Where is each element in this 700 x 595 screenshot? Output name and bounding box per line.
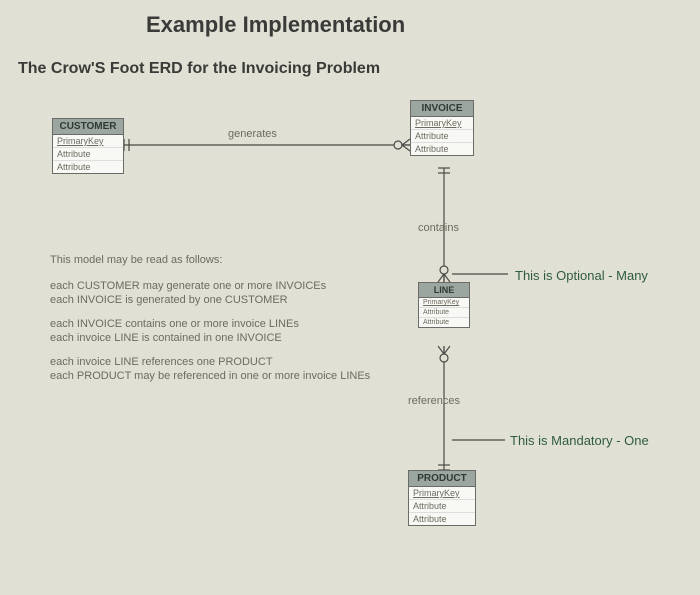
annotation-optional-many: This is Optional - Many [515,268,648,283]
entity-customer: CUSTOMER PrimaryKeyAttributeAttribute [52,118,124,174]
entity-invoice-row: Attribute [411,130,473,143]
description-line: each invoice LINE references one PRODUCT [50,356,370,368]
rel-references-label: references [408,395,460,407]
entity-invoice: INVOICE PrimaryKeyAttributeAttribute [410,100,474,156]
description-line: each CUSTOMER may generate one or more I… [50,280,370,292]
entity-customer-row: PrimaryKey [53,135,123,148]
entity-line-body: PrimaryKeyAttributeAttribute [419,298,469,327]
entity-invoice-row: Attribute [411,143,473,155]
entity-line: LINE PrimaryKeyAttributeAttribute [418,282,470,328]
description-intro: This model may be read as follows: [50,254,370,266]
entity-invoice-header: INVOICE [411,101,473,117]
description-line: each PRODUCT may be referenced in one or… [50,370,370,382]
annotation-mandatory-one: This is Mandatory - One [510,433,649,448]
entity-product-row: Attribute [409,500,475,513]
description-line: each INVOICE is generated by one CUSTOME… [50,294,370,306]
description-block: This model may be read as follows: each C… [50,254,370,394]
rel-contains-label: contains [418,222,459,234]
entity-product-row: PrimaryKey [409,487,475,500]
page-subtitle: The Crow'S Foot ERD for the Invoicing Pr… [18,60,380,78]
erd-diagram-canvas: Example Implementation The Crow'S Foot E… [0,0,700,595]
page-title: Example Implementation [146,12,405,38]
entity-product-header: PRODUCT [409,471,475,487]
entity-line-row: Attribute [419,308,469,318]
description-line: each INVOICE contains one or more invoic… [50,318,370,330]
entity-line-row: PrimaryKey [419,298,469,308]
entity-invoice-body: PrimaryKeyAttributeAttribute [411,117,473,155]
entity-product-row: Attribute [409,513,475,525]
rel-generates-label: generates [228,128,277,140]
entity-product-body: PrimaryKeyAttributeAttribute [409,487,475,525]
entity-customer-body: PrimaryKeyAttributeAttribute [53,135,123,173]
entity-customer-row: Attribute [53,161,123,173]
entity-line-row: Attribute [419,318,469,327]
entity-line-header: LINE [419,283,469,298]
entity-customer-header: CUSTOMER [53,119,123,135]
entity-customer-row: Attribute [53,148,123,161]
entity-product: PRODUCT PrimaryKeyAttributeAttribute [408,470,476,526]
description-line: each invoice LINE is contained in one IN… [50,332,370,344]
entity-invoice-row: PrimaryKey [411,117,473,130]
